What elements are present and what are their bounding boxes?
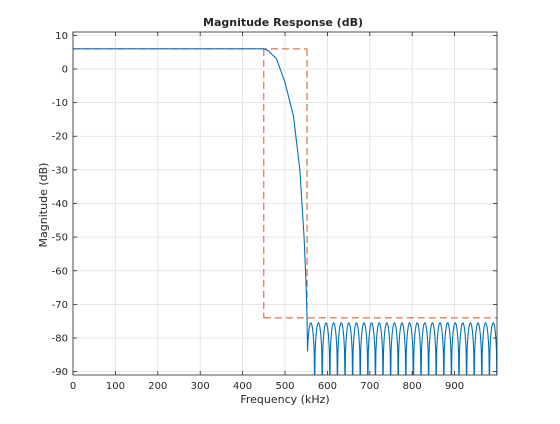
y-tick-label: -30	[52, 165, 68, 176]
x-axis-label: Frequency (kHz)	[240, 393, 329, 406]
chart-title: Magnitude Response (dB)	[203, 16, 363, 29]
y-axis-label: Magnitude (dB)	[37, 163, 50, 248]
y-tick-label: 0	[62, 64, 68, 75]
y-tick-label: 10	[55, 31, 68, 42]
y-tick-label: -10	[52, 98, 68, 109]
ticks: 0 100 200 300 400 500 600 700 800 900100-10-20-30…	[52, 31, 497, 392]
y-tick-label: -50	[52, 233, 68, 244]
x-tick-label: 300	[191, 381, 210, 392]
y-tick-label: -80	[52, 334, 68, 345]
x-tick-label: 100	[106, 381, 125, 392]
x-tick-label: 900	[445, 381, 464, 392]
y-tick-label: -90	[52, 367, 68, 378]
x-tick-label: 400	[233, 381, 252, 392]
data-layer	[73, 48, 497, 375]
x-tick-label: 200	[148, 381, 167, 392]
y-tick-label: -70	[52, 300, 68, 311]
x-tick-label: 800	[403, 381, 422, 392]
magnitude-response-line	[73, 48, 497, 375]
x-tick-label: 0	[70, 381, 76, 392]
y-tick-label: -40	[52, 199, 68, 210]
x-tick-label: 700	[360, 381, 379, 392]
x-tick-label: 600	[318, 381, 337, 392]
y-tick-label: -20	[52, 132, 68, 143]
x-tick-label: 500	[275, 381, 294, 392]
y-tick-label: -60	[52, 266, 68, 277]
